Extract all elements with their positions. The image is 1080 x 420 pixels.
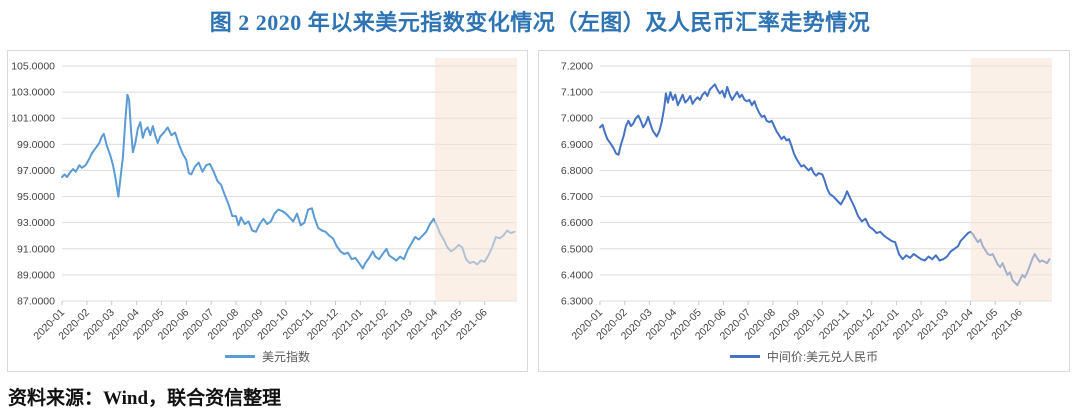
- cny-parity-legend-label: 中间价:美元兑人民币: [766, 350, 879, 364]
- svg-text:101.0000: 101.0000: [11, 113, 55, 125]
- usd-index-chart: 87.0000 89.0000 91.0000 93.0000 95.0000 97.00…: [11, 58, 517, 342]
- usd-index-legend: 美元指数: [8, 348, 527, 365]
- svg-text:103.0000: 103.0000: [11, 87, 55, 99]
- svg-text:89.0000: 89.0000: [17, 269, 55, 281]
- svg-text:87.0000: 87.0000: [17, 296, 55, 308]
- svg-text:7.1000: 7.1000: [561, 87, 593, 99]
- svg-text:6.5000: 6.5000: [561, 243, 593, 255]
- cny-parity-legend-line-sample: [729, 355, 760, 358]
- svg-text:7.0000: 7.0000: [561, 113, 593, 125]
- cny-parity-panel: 6.3000 6.4000 6.5000 6.6000 6.7000 6.8000 6.90…: [538, 50, 1070, 372]
- svg-text:6.3000: 6.3000: [561, 296, 593, 308]
- cny-parity-plot-area: 6.3000 6.4000 6.5000 6.6000 6.7000 6.8000 6.90…: [561, 58, 1052, 342]
- figure-title: 图 2 2020 年以来美元指数变化情况（左图）及人民币汇率走势情况: [209, 10, 871, 35]
- svg-text:95.0000: 95.0000: [17, 191, 55, 203]
- usd-index-x-axis-labels: 2020-012020-022020-032020-042020-052020-…: [31, 301, 490, 342]
- usd-index-gridlines: 87.0000 89.0000 91.0000 93.0000 95.0000 97.00…: [11, 61, 517, 308]
- usd-index-legend-label: 美元指数: [261, 350, 310, 364]
- svg-text:105.0000: 105.0000: [11, 61, 55, 73]
- svg-text:6.6000: 6.6000: [561, 217, 593, 229]
- svg-text:6.7000: 6.7000: [561, 191, 593, 203]
- source-note: 资料来源：Wind，联合资信整理: [8, 388, 282, 409]
- svg-text:97.0000: 97.0000: [17, 165, 55, 177]
- svg-text:91.0000: 91.0000: [17, 243, 55, 255]
- cny-parity-highlight-band: [970, 58, 1052, 301]
- svg-text:6.4000: 6.4000: [561, 269, 593, 281]
- usd-index-highlight-band: [434, 58, 517, 301]
- usd-index-legend-line-sample: [224, 355, 255, 358]
- cny-parity-chart: 6.3000 6.4000 6.5000 6.6000 6.7000 6.8000 6.90…: [561, 58, 1052, 342]
- svg-text:6.9000: 6.9000: [561, 139, 593, 151]
- usd-index-plot-area: 87.0000 89.0000 91.0000 93.0000 95.0000 97.00…: [11, 58, 517, 342]
- svg-text:93.0000: 93.0000: [17, 217, 55, 229]
- svg-text:99.0000: 99.0000: [17, 139, 55, 151]
- svg-text:6.8000: 6.8000: [561, 165, 593, 177]
- cny-parity-legend: 中间价:美元兑人民币: [539, 348, 1069, 365]
- cny-parity-x-axis-labels: 2020-012020-022020-032020-042020-052020-…: [569, 301, 1025, 342]
- svg-text:7.2000: 7.2000: [561, 61, 593, 73]
- usd-index-series-line: [61, 93, 516, 270]
- usd-index-panel: 87.0000 89.0000 91.0000 93.0000 95.0000 97.00…: [7, 50, 528, 372]
